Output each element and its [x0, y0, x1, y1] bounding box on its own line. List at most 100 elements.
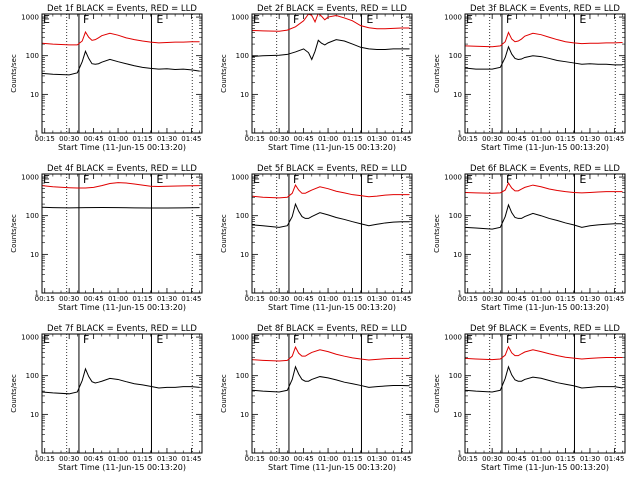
segment-label: E [366, 173, 373, 186]
x-tick-label: 01:15 [555, 295, 575, 303]
x-tick-label: 01:15 [132, 295, 152, 303]
y-tick-label: 100 [449, 372, 462, 380]
x-tick-label: 01:15 [342, 455, 362, 463]
y-tick-label: 1 [245, 290, 249, 298]
y-tick-label: 10 [240, 411, 249, 419]
y-tick-label: 1 [35, 130, 39, 138]
x-tick-label: 00:30 [269, 135, 289, 143]
plot-frame [251, 333, 413, 454]
segment-label: F [293, 13, 299, 26]
segment-label: F [83, 333, 89, 346]
x-tick-label: 01:00 [318, 455, 338, 463]
segment-label: E [156, 333, 163, 346]
segment-label: E [579, 173, 586, 186]
segment-label: E [43, 173, 50, 186]
series-line-events [252, 365, 410, 393]
plot-frame [251, 13, 413, 134]
plot-frame [251, 173, 413, 294]
y-axis-label: Counts/sec [220, 54, 228, 93]
segment-label: E [579, 13, 586, 26]
x-tick-label: 01:00 [318, 135, 338, 143]
series-line-lld [42, 30, 200, 46]
y-tick-label: 10 [30, 411, 39, 419]
y-tick-label: 1 [458, 290, 462, 298]
x-tick-label: 00:15 [35, 135, 55, 143]
x-tick-label: 01:45 [181, 295, 201, 303]
series-line-events [42, 49, 200, 76]
detector-panel-3: Det 3f BLACK = Events, RED = LLD 1 10 100 10… [433, 4, 626, 152]
y-axis-label: Counts/sec [433, 214, 441, 253]
panel-title: Det 6f BLACK = Events, RED = LLD [470, 164, 620, 174]
y-tick-label: 1 [245, 130, 249, 138]
y-tick-label: 100 [26, 212, 39, 220]
x-tick-label: 00:15 [458, 295, 478, 303]
segment-label: E [466, 173, 473, 186]
series-line-events [465, 203, 623, 230]
x-tick-label: 00:45 [84, 455, 104, 463]
x-tick-label: 01:45 [181, 455, 201, 463]
x-axis-label: Start Time (11-Jun-15 00:13:20) [58, 143, 186, 152]
y-tick-label: 1 [35, 450, 39, 458]
y-axis-label: Counts/sec [220, 214, 228, 253]
x-tick-label: 01:15 [132, 135, 152, 143]
y-tick-label: 10 [30, 91, 39, 99]
y-tick-label: 10 [453, 251, 462, 259]
segment-label: F [506, 333, 512, 346]
y-axis-label: Counts/sec [220, 374, 228, 413]
x-tick-label: 00:45 [507, 455, 527, 463]
series-group [252, 14, 410, 61]
series-line-events [252, 39, 410, 61]
series-group [42, 334, 200, 395]
plot-frame [464, 173, 626, 294]
segment-label: F [293, 173, 299, 186]
x-tick-label: 01:30 [580, 455, 600, 463]
x-tick-label: 01:15 [342, 135, 362, 143]
y-tick-label: 10 [453, 91, 462, 99]
series-group [42, 30, 200, 76]
x-tick-label: 00:45 [294, 135, 314, 143]
series-line-events [465, 45, 623, 70]
y-tick-label: 1000 [21, 14, 39, 22]
segment-label: F [506, 13, 512, 26]
detector-panel-4: Det 4f BLACK = Events, RED = LLD 1 10 100 10… [10, 164, 203, 312]
y-tick-label: 100 [236, 372, 249, 380]
y-tick-label: 1 [245, 450, 249, 458]
x-tick-label: 01:30 [580, 295, 600, 303]
y-tick-label: 1 [458, 450, 462, 458]
y-axis-label: Counts/sec [10, 54, 18, 93]
x-tick-label: 01:30 [367, 295, 387, 303]
x-tick-label: 01:30 [157, 295, 177, 303]
segment-label: F [506, 173, 512, 186]
x-axis-label: Start Time (11-Jun-15 00:13:20) [58, 303, 186, 312]
series-line-lld [465, 182, 623, 194]
series-line-events [465, 365, 623, 393]
x-tick-label: 01:15 [132, 455, 152, 463]
x-tick-label: 00:30 [482, 135, 502, 143]
plot-frame [464, 333, 626, 454]
segment-label: E [253, 173, 260, 186]
y-tick-label: 1000 [21, 334, 39, 342]
plot-frame [464, 13, 626, 134]
y-tick-label: 100 [26, 372, 39, 380]
detector-panel-2: Det 2f BLACK = Events, RED = LLD 1 10 100 10… [220, 4, 413, 152]
y-tick-label: 1000 [21, 174, 39, 182]
detector-panel-6: Det 6f BLACK = Events, RED = LLD 1 10 100 10… [433, 164, 626, 312]
segment-label: E [253, 13, 260, 26]
series-group [465, 345, 623, 393]
x-tick-label: 00:15 [35, 455, 55, 463]
segment-label: E [253, 333, 260, 346]
y-tick-label: 1000 [231, 334, 249, 342]
segment-label: E [579, 333, 586, 346]
x-tick-label: 00:15 [245, 455, 265, 463]
x-tick-label: 01:45 [181, 135, 201, 143]
series-line-lld [252, 183, 410, 199]
segment-label: E [366, 13, 373, 26]
x-tick-label: 01:00 [108, 135, 128, 143]
x-tick-label: 00:45 [294, 295, 314, 303]
y-tick-label: 100 [26, 52, 39, 60]
y-tick-label: 100 [236, 212, 249, 220]
series-line-lld [465, 345, 623, 361]
series-line-lld [42, 182, 200, 189]
x-tick-label: 01:15 [555, 135, 575, 143]
y-tick-label: 1000 [444, 174, 462, 182]
